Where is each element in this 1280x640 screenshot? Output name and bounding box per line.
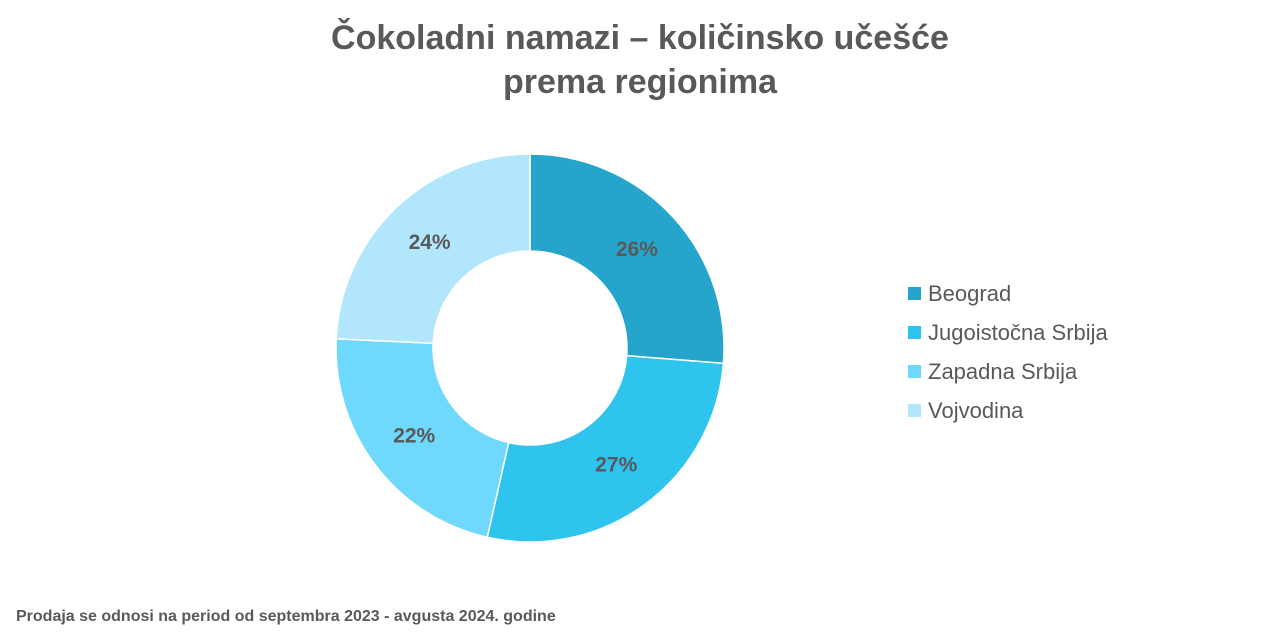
legend-label: Vojvodina <box>928 397 1024 423</box>
donut-slice-vojvodina <box>335 153 531 345</box>
legend-item-beograd: Beograd <box>908 274 1108 313</box>
legend-label: Zapadna Srbija <box>928 358 1078 384</box>
donut-slice-jugoistocna-srbija <box>486 354 725 543</box>
chart-title: Čokoladni namazi – količinsko učešće pre… <box>0 16 1280 104</box>
donut-slice-zapadna-srbija <box>335 337 510 539</box>
data-label-zapadna-srbija: 22% <box>393 425 435 448</box>
chart-title-line-1: Čokoladni namazi – količinsko učešće <box>331 19 949 57</box>
legend-item-jugoistocna-srbija: Jugoistočna Srbija <box>908 313 1108 352</box>
legend-label: Jugoistočna Srbija <box>928 319 1108 345</box>
legend-label: Beograd <box>928 280 1012 306</box>
legend-swatch <box>908 404 921 417</box>
data-label-vojvodina: 24% <box>409 231 451 254</box>
footnote: Prodaja se odnosi na period od septembra… <box>16 608 556 625</box>
chart-title-line-2: prema regionima <box>503 63 777 101</box>
legend-item-vojvodina: Vojvodina <box>908 391 1108 430</box>
chart-legend: Beograd Jugoistočna Srbija Zapadna Srbij… <box>908 274 1108 430</box>
data-label-beograd: 26% <box>616 238 658 261</box>
legend-swatch <box>908 326 921 339</box>
legend-item-zapadna-srbija: Zapadna Srbija <box>908 352 1108 391</box>
donut-slice-beograd <box>529 153 725 365</box>
legend-swatch <box>908 287 921 300</box>
data-label-jugoistocna-srbija: 27% <box>595 454 637 477</box>
legend-swatch <box>908 365 921 378</box>
